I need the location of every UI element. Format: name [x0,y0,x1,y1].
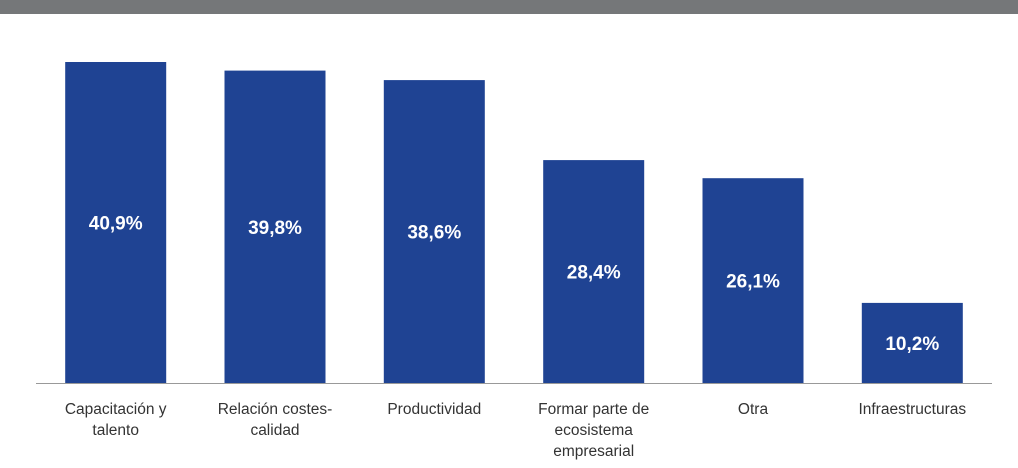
category-label-1: Capacitación y talento [65,401,167,439]
category-label-4: Formar parte de ecosistema empresarial [538,401,649,460]
value-label-1: 40,9% [89,214,143,235]
value-label-3: 38,6% [407,223,461,244]
category-label-1-line-1: Capacitación y [65,401,167,418]
category-label-2-line-1: Relación costes- [218,401,333,418]
value-label-2: 39,8% [248,218,302,239]
category-label-4-line-1: Formar parte de [538,401,649,418]
value-label-6: 10,2% [885,334,939,355]
bar-1 [65,62,167,383]
category-label-3: Productividad [387,401,481,418]
category-label-6-line-1: Infraestructuras [858,401,966,418]
category-label-4-line-3: empresarial [553,443,634,460]
value-label-4: 28,4% [567,263,621,284]
bar-6 [861,302,963,383]
bar-3 [383,80,485,383]
bars [65,62,963,383]
category-label-3-line-1: Productividad [387,401,481,418]
category-labels: Capacitación y talento Relación costes-cal… [65,401,967,460]
top-rule [0,0,1018,14]
bar-4 [543,160,645,383]
category-label-5-line-1: Otra [738,401,769,418]
category-label-5: Otra [738,401,769,418]
value-label-5: 26,1% [726,272,780,293]
category-label-4-line-2: ecosistema [554,422,633,439]
category-label-6: Infraestructuras [858,401,966,418]
category-label-1-line-2: talento [92,422,139,439]
bar-5 [702,178,804,383]
category-label-2: Relación costes-calidad [218,401,333,439]
value-labels: 40,9% 39,8% 38,6% 28,4% 26,1% 10,2% [89,214,940,356]
category-label-2-line-2: calidad [250,422,299,439]
bar-2 [224,70,326,383]
